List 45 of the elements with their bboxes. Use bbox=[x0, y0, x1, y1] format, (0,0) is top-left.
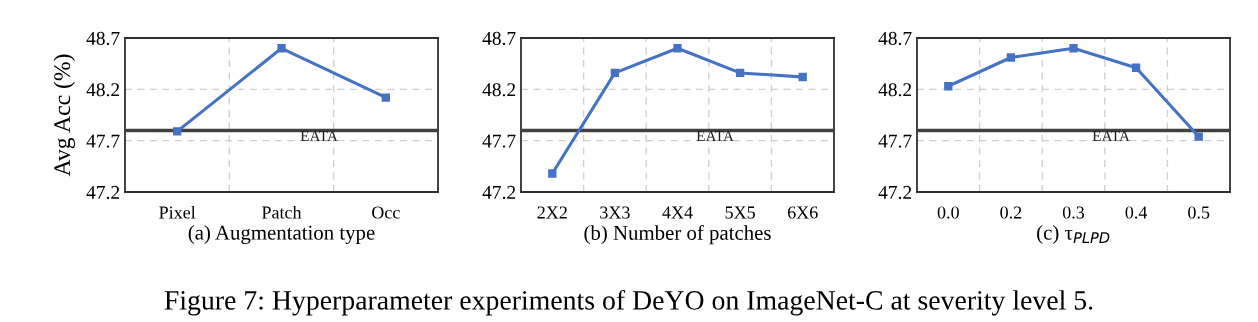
point bbox=[1194, 132, 1203, 141]
x-tick-label: 6X6 bbox=[787, 206, 818, 219]
point bbox=[277, 44, 286, 53]
point bbox=[735, 68, 745, 78]
y-tick-label: 48.2 bbox=[86, 83, 120, 97]
x-tick-label: 0.3 bbox=[1062, 206, 1085, 219]
point bbox=[172, 127, 182, 136]
y-tick-label: 47.7 bbox=[86, 134, 120, 148]
y-tick-label: 47.2 bbox=[878, 185, 912, 200]
y-tick-label: 47.7 bbox=[878, 134, 912, 148]
x-tick-label: 0.2 bbox=[1000, 206, 1022, 219]
y-tick-label: 48.7 bbox=[878, 31, 912, 46]
x-tick-label: Occ bbox=[372, 206, 400, 219]
x-tick-label: 0.4 bbox=[1125, 206, 1148, 219]
point bbox=[381, 93, 391, 102]
x-tick-label: 0.0 bbox=[937, 206, 959, 219]
point bbox=[610, 68, 620, 78]
y-tick-label: 48.7 bbox=[86, 31, 120, 46]
point bbox=[1069, 44, 1078, 53]
x-tick-label: Patch bbox=[261, 205, 302, 219]
y-tick-label: 48.7 bbox=[482, 31, 516, 46]
x-axis-title: (b) Number of patches bbox=[584, 225, 771, 245]
y-tick-label: 48.2 bbox=[482, 83, 516, 97]
x-tick-label: 2X2 bbox=[537, 206, 567, 219]
y-axis-title: Avg Acc (%) bbox=[53, 54, 75, 177]
x-tick-label: 5X5 bbox=[725, 206, 755, 219]
point bbox=[673, 44, 682, 53]
point bbox=[548, 169, 557, 178]
x-axis-title: (c) τ$_{PLPD}$ bbox=[1037, 225, 1110, 244]
ref-line-label: EATA bbox=[696, 130, 734, 141]
y-tick-label: 48.2 bbox=[878, 83, 912, 97]
x-tick-label: Pixel bbox=[159, 205, 196, 219]
y-tick-label: 47.2 bbox=[86, 185, 120, 200]
x-tick-label: 3X3 bbox=[600, 206, 630, 219]
x-axis-title: (a) Augmentation type bbox=[188, 225, 375, 244]
point bbox=[798, 72, 807, 82]
ref-line-label: EATA bbox=[300, 130, 338, 141]
point bbox=[1131, 63, 1141, 72]
point bbox=[1006, 53, 1016, 62]
x-tick-label: 4X4 bbox=[662, 206, 693, 219]
x-tick-label: 0.5 bbox=[1188, 206, 1210, 219]
y-tick-label: 47.2 bbox=[482, 185, 516, 200]
ref-line-label: EATA bbox=[1092, 130, 1130, 141]
caption: Figure 7: Hyperparameter experiments of DeYO on ImageNet-C at severity level 5. bbox=[164, 289, 1093, 316]
y-tick-label: 47.7 bbox=[482, 134, 516, 148]
